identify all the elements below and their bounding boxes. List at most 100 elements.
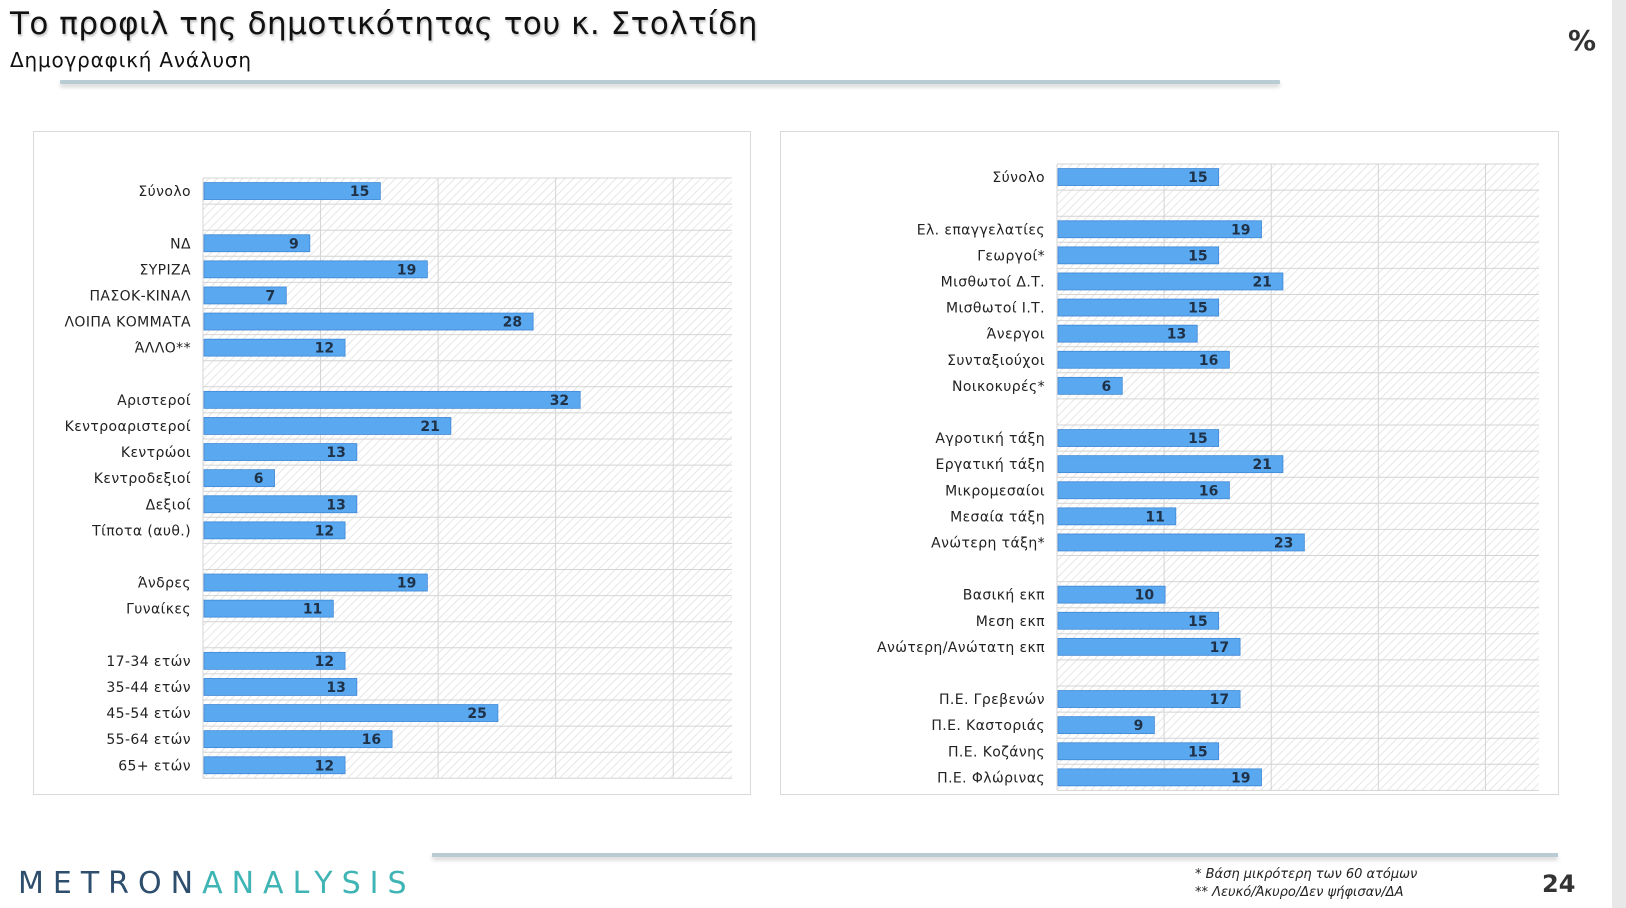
category-label: Ανώτερη/Ανώτατη εκπ bbox=[877, 640, 1045, 656]
bar bbox=[1057, 533, 1305, 552]
metron-analysis-logo: METRONANALYSIS bbox=[18, 866, 416, 901]
bar bbox=[203, 443, 358, 461]
footnotes: * Βάση μικρότερη των 60 ατόμων ** Λευκό/… bbox=[1195, 866, 1417, 902]
value-label: 32 bbox=[550, 393, 569, 409]
bar bbox=[203, 260, 428, 279]
value-label: 13 bbox=[1167, 327, 1186, 343]
bar bbox=[203, 469, 275, 488]
category-label: Δεξιοί bbox=[146, 497, 191, 513]
category-label: 55-64 ετών bbox=[106, 732, 191, 748]
category-label: Μισθωτοί Δ.Τ. bbox=[941, 274, 1045, 290]
bar bbox=[1057, 481, 1230, 500]
chart-panel-right: Σύνολο 15 Ελ. επαγγελατίες 19 Γεωργοί* 15 Μισθ… bbox=[780, 131, 1559, 795]
bar bbox=[1057, 455, 1284, 474]
value-label: 7 bbox=[266, 288, 276, 304]
bar bbox=[1057, 507, 1177, 526]
value-label: 25 bbox=[467, 706, 486, 722]
value-label: 28 bbox=[503, 315, 522, 331]
bar bbox=[203, 234, 311, 253]
category-label: Κεντροαριστεροί bbox=[65, 419, 191, 435]
bar-chart-political: Σύνολο 15 ΝΔ 9 ΣΥΡΙΖΑ 19 ΠΑΣΟΚ-ΚΙΝΑΛ 7 ΛΟΙΠΑ ΚΟΜ… bbox=[64, 177, 732, 779]
bar bbox=[203, 417, 452, 435]
value-label: 12 bbox=[315, 341, 334, 357]
value-label: 13 bbox=[326, 497, 345, 513]
bar bbox=[1057, 611, 1220, 630]
category-label: Νοικοκυρές* bbox=[952, 379, 1045, 395]
value-label: 19 bbox=[397, 262, 416, 278]
bar bbox=[1057, 742, 1220, 761]
bar bbox=[1057, 168, 1220, 186]
bar bbox=[1057, 637, 1241, 656]
category-label: Γυναίκες bbox=[126, 602, 191, 618]
category-label: Μισθωτοί Ι.Τ. bbox=[946, 301, 1045, 317]
bar bbox=[203, 286, 287, 305]
bar bbox=[1057, 716, 1155, 735]
bar bbox=[203, 182, 381, 200]
category-label: 65+ ετών bbox=[118, 758, 191, 774]
value-label: 16 bbox=[1199, 483, 1218, 499]
value-label: 12 bbox=[315, 523, 334, 539]
category-label: Γεωργοί* bbox=[977, 248, 1045, 264]
bar-chart-social: Σύνολο 15 Ελ. επαγγελατίες 19 Γεωργοί* 15 Μισθ… bbox=[877, 163, 1539, 791]
category-label: Π.Ε. Γρεβενών bbox=[939, 692, 1045, 708]
value-label: 15 bbox=[1188, 614, 1207, 630]
category-label: 35-44 ετών bbox=[106, 680, 191, 696]
category-label: Π.Ε. Φλώρινας bbox=[937, 770, 1045, 786]
category-label: Σύνολο bbox=[992, 170, 1045, 186]
bar bbox=[1057, 429, 1220, 447]
page-subtitle: Δημογραφική Ανάλυση bbox=[10, 48, 252, 72]
unit-symbol: % bbox=[1568, 24, 1597, 57]
page-title: Το προφιλ της δημοτικότητας του κ. Στολτ… bbox=[10, 6, 758, 42]
bar bbox=[1057, 298, 1220, 317]
bar bbox=[1057, 272, 1284, 291]
bar bbox=[1057, 220, 1262, 239]
bar bbox=[1057, 585, 1166, 604]
bar bbox=[203, 390, 581, 409]
page-number: 24 bbox=[1542, 870, 1576, 898]
value-label: 19 bbox=[397, 576, 416, 592]
footnote-small-base: * Βάση μικρότερη των 60 ατόμων bbox=[1195, 867, 1418, 882]
value-label: 6 bbox=[1102, 379, 1112, 395]
category-label: Π.Ε. Κοζάνης bbox=[948, 744, 1045, 760]
bar bbox=[1057, 246, 1220, 265]
category-label: Σύνολο bbox=[138, 184, 191, 200]
category-label: Συνταξιούχοι bbox=[947, 353, 1045, 369]
bar bbox=[203, 495, 358, 514]
logo-text-analysis: ANALYSIS bbox=[202, 866, 416, 901]
value-label: 16 bbox=[362, 732, 381, 748]
category-label: Ανώτερη τάξη* bbox=[931, 535, 1045, 551]
category-label: Π.Ε. Καστοριάς bbox=[931, 718, 1045, 734]
category-label: Μεσαία τάξη bbox=[950, 509, 1045, 525]
slide-edge bbox=[1612, 0, 1626, 908]
value-label: 13 bbox=[326, 680, 345, 696]
category-label: ΣΥΡΙΖΑ bbox=[139, 262, 191, 278]
category-label: Μικρομεσαίοι bbox=[945, 483, 1045, 499]
category-label: Αριστεροί bbox=[117, 393, 191, 409]
value-label: 13 bbox=[326, 445, 345, 461]
category-label: Τίποτα (αυθ.) bbox=[91, 523, 191, 539]
category-label: Άνδρες bbox=[138, 576, 191, 592]
bar bbox=[1057, 690, 1241, 708]
value-label: 23 bbox=[1274, 535, 1293, 551]
bar bbox=[203, 704, 499, 722]
category-label: Άνεργοι bbox=[987, 327, 1045, 343]
value-label: 17 bbox=[1210, 640, 1229, 656]
bar bbox=[203, 651, 346, 670]
bar bbox=[1057, 324, 1198, 343]
category-label: ΆΛΛΟ** bbox=[135, 341, 191, 357]
value-label: 16 bbox=[1199, 353, 1218, 369]
bar bbox=[203, 312, 534, 331]
category-label: 17-34 ετών bbox=[106, 654, 191, 670]
footnote-blank-invalid: ** Λευκό/Άκυρο/Δεν ψήφισαν/ΔΑ bbox=[1195, 885, 1404, 900]
value-label: 17 bbox=[1210, 692, 1229, 708]
value-label: 21 bbox=[420, 419, 439, 435]
category-label: Ελ. επαγγελατίες bbox=[917, 222, 1045, 238]
bar bbox=[203, 678, 358, 696]
value-label: 21 bbox=[1252, 274, 1271, 290]
footer-divider bbox=[432, 853, 1558, 857]
bar bbox=[203, 338, 346, 357]
category-label: Βασική εκπ bbox=[963, 588, 1045, 604]
value-label: 15 bbox=[1188, 301, 1207, 317]
category-label: Εργατική τάξη bbox=[935, 457, 1045, 473]
category-label: Αγροτική τάξη bbox=[935, 431, 1045, 447]
